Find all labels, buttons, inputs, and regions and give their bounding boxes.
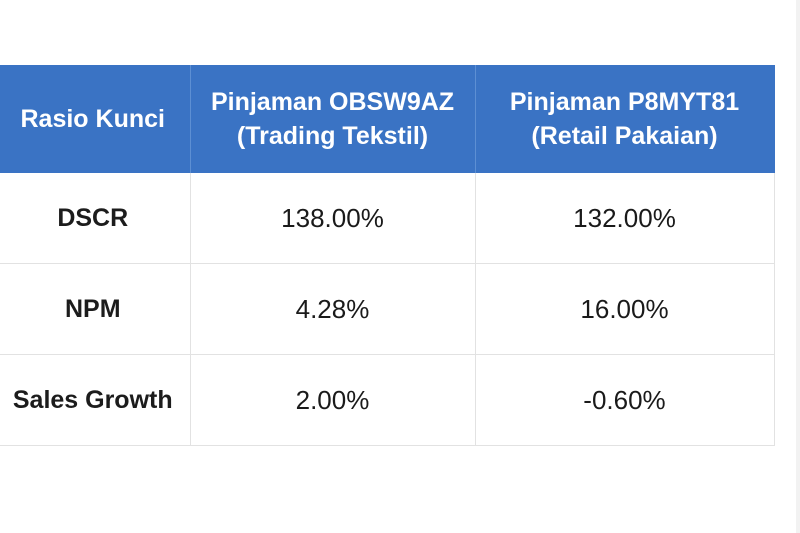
table-row: NPM 4.28% 16.00% [0, 263, 775, 355]
page-edge [796, 0, 800, 533]
cell-dscr-obsw9az: 138.00% [190, 173, 476, 264]
header-key-ratio-label: Rasio Kunci [20, 105, 165, 133]
header-key-ratio: Rasio Kunci [0, 65, 191, 173]
header-loan-obsw9az-sector: (Trading Tekstil) [236, 122, 429, 150]
header-loan-p8myt81-title: Pinjaman P8MYT81 [509, 88, 740, 116]
cell-npm-obsw9az: 4.28% [190, 263, 476, 355]
table-header-row: Rasio Kunci Pinjaman OBSW9AZ (Trading Te… [0, 65, 775, 173]
table-row: Sales Growth 2.00% -0.60% [0, 354, 775, 446]
table-row: DSCR 138.00% 132.00% [0, 173, 775, 264]
header-loan-obsw9az: Pinjaman OBSW9AZ (Trading Tekstil) [190, 65, 476, 173]
ratio-comparison-table-wrapper: Rasio Kunci Pinjaman OBSW9AZ (Trading Te… [0, 65, 775, 446]
cell-sales-growth-obsw9az: 2.00% [190, 354, 476, 446]
header-loan-p8myt81-sector: (Retail Pakaian) [531, 122, 718, 150]
cell-sales-growth-p8myt81: -0.60% [475, 354, 775, 446]
ratio-comparison-table: Rasio Kunci Pinjaman OBSW9AZ (Trading Te… [0, 65, 775, 446]
header-loan-p8myt81: Pinjaman P8MYT81 (Retail Pakaian) [475, 65, 775, 173]
cell-npm-p8myt81: 16.00% [475, 263, 775, 355]
row-label-dscr: DSCR [0, 173, 191, 264]
row-label-sales-growth: Sales Growth [0, 354, 191, 446]
header-loan-obsw9az-title: Pinjaman OBSW9AZ [210, 88, 455, 116]
row-label-npm: NPM [0, 263, 191, 355]
cell-dscr-p8myt81: 132.00% [475, 173, 775, 264]
